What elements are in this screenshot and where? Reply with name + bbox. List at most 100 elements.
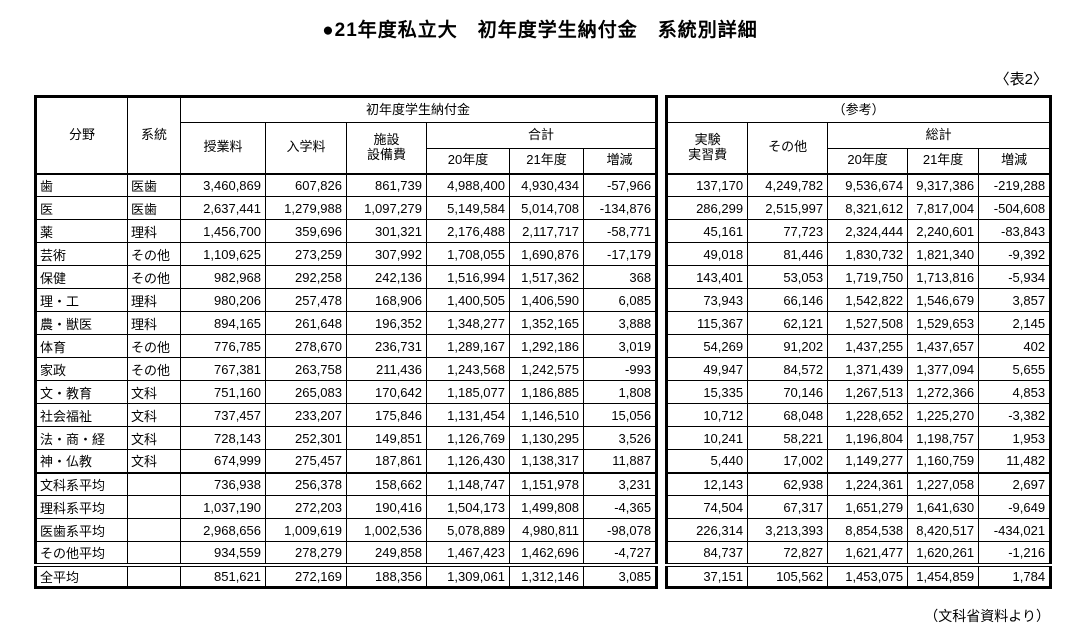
admission-cell: 278,670 [265,334,347,358]
other-cell: 2,515,997 [747,196,829,220]
tuition-cell: 737,457 [180,403,266,427]
total-y20-cell: 1,708,055 [426,242,510,266]
table-row: 理科系平均 1,037,190 272,203 190,416 1,504,17… [35,495,658,519]
field-cell: 文・教育 [35,380,128,404]
facility-cell: 188,356 [346,562,427,588]
facility-cell: 175,846 [346,403,427,427]
total-y20-cell: 1,348,277 [426,311,510,335]
change-cell: 3,085 [582,562,658,588]
table-row: 神・仏教 文科 674,999 275,457 187,861 1,126,43… [35,449,658,473]
change-cell: -993 [582,357,658,381]
other-cell: 3,213,393 [747,518,829,542]
system-cell: 文科 [127,403,181,427]
header-grand-y20: 20年度 [827,148,909,174]
grand-y20-cell: 1,371,439 [827,357,909,381]
field-cell: 芸術 [35,242,128,266]
other-cell: 58,221 [747,426,829,450]
grand-y21-cell: 9,317,386 [907,172,980,197]
system-cell: その他 [127,265,181,289]
system-cell: 文科 [127,426,181,450]
total-y20-cell: 5,149,584 [426,196,510,220]
total-y20-cell: 4,988,400 [426,172,510,197]
system-cell: その他 [127,242,181,266]
field-cell: 歯 [35,172,128,197]
reference-row: 12,143 62,938 1,224,361 1,227,058 2,697 [666,471,1052,496]
other-cell: 70,146 [747,380,829,404]
tuition-cell: 934,559 [180,541,266,565]
system-cell: その他 [127,357,181,381]
grand-y21-cell: 1,198,757 [907,426,980,450]
grand-y21-cell: 1,160,759 [907,449,980,473]
facility-cell: 861,739 [346,172,427,197]
change-cell: 15,056 [582,403,658,427]
reference-row: 49,018 81,446 1,830,732 1,821,340 -9,392 [666,242,1052,266]
tuition-cell: 776,785 [180,334,266,358]
table-row: 保健 その他 982,968 292,258 242,136 1,516,994… [35,265,658,289]
grand-change-cell: 1,953 [978,426,1052,450]
change-cell: -4,727 [582,541,658,565]
tuition-cell: 982,968 [180,265,266,289]
table-row: 芸術 その他 1,109,625 273,259 307,992 1,708,0… [35,242,658,266]
other-cell: 68,048 [747,403,829,427]
payment-table-body: 歯 医歯 3,460,869 607,826 861,739 4,988,400… [35,172,658,588]
reference-row: 73,943 66,146 1,542,822 1,546,679 3,857 [666,288,1052,312]
other-cell: 72,827 [747,541,829,565]
lab-fee-cell: 84,737 [666,541,749,565]
total-y20-cell: 1,243,568 [426,357,510,381]
total-y20-cell: 1,126,769 [426,426,510,450]
lab-fee-cell: 49,018 [666,242,749,266]
admission-cell: 272,169 [265,562,347,588]
page-title: ●21年度私立大 初年度学生納付金 系統別詳細 [322,20,758,41]
table-row: 文科系平均 736,938 256,378 158,662 1,148,747 … [35,471,658,496]
table-row: 法・商・経 文科 728,143 252,301 149,851 1,126,7… [35,426,658,450]
grand-y20-cell: 8,854,538 [827,518,909,542]
total-y21-cell: 1,130,295 [509,426,584,450]
grand-change-cell: 1,784 [978,562,1052,588]
other-cell: 4,249,782 [747,172,829,197]
grand-change-cell: -219,288 [978,172,1052,197]
lab-fee-cell: 10,712 [666,403,749,427]
change-cell: 6,085 [582,288,658,312]
tuition-cell: 1,456,700 [180,219,266,243]
grand-change-cell: 2,697 [978,471,1052,496]
reference-table: （参考） 実験 実習費 その他 総計 20年度 21年度 増減 137,170 … [665,95,1053,589]
total-y20-cell: 1,504,173 [426,495,510,519]
facility-cell: 170,642 [346,380,427,404]
header-reference-group: （参考） [666,96,1052,123]
system-cell: 理科 [127,311,181,335]
reference-row: 45,161 77,723 2,324,444 2,240,601 -83,84… [666,219,1052,243]
reference-row: 54,269 91,202 1,437,255 1,437,657 402 [666,334,1052,358]
field-cell: 体育 [35,334,128,358]
source-footnote: （文科省資料より） [924,608,1050,624]
grand-y21-cell: 1,437,657 [907,334,980,358]
tuition-cell: 736,938 [180,471,266,496]
other-cell: 66,146 [747,288,829,312]
reference-row: 84,737 72,827 1,621,477 1,620,261 -1,216 [666,541,1052,565]
other-cell: 77,723 [747,219,829,243]
system-cell: 文科 [127,449,181,473]
change-cell: 368 [582,265,658,289]
facility-cell: 1,097,279 [346,196,427,220]
field-cell: 保健 [35,265,128,289]
lab-fee-cell: 115,367 [666,311,749,335]
total-y20-cell: 1,126,430 [426,449,510,473]
grand-y21-cell: 1,620,261 [907,541,980,565]
total-y20-cell: 1,185,077 [426,380,510,404]
other-cell: 81,446 [747,242,829,266]
grand-change-cell: -3,382 [978,403,1052,427]
field-cell: 全平均 [35,562,128,588]
grand-y20-cell: 9,536,674 [827,172,909,197]
change-cell: 3,888 [582,311,658,335]
table-row: 全平均 851,621 272,169 188,356 1,309,061 1,… [35,562,658,588]
tuition-cell: 894,165 [180,311,266,335]
header-admission: 入学料 [265,122,347,174]
total-y21-cell: 5,014,708 [509,196,584,220]
facility-cell: 301,321 [346,219,427,243]
tuition-cell: 751,160 [180,380,266,404]
reference-row: 115,367 62,121 1,527,508 1,529,653 2,145 [666,311,1052,335]
lab-fee-cell: 143,401 [666,265,749,289]
tuition-cell: 728,143 [180,426,266,450]
field-cell: 農・獣医 [35,311,128,335]
reference-row: 286,299 2,515,997 8,321,612 7,817,004 -5… [666,196,1052,220]
reference-table-body: 137,170 4,249,782 9,536,674 9,317,386 -2… [666,172,1052,588]
